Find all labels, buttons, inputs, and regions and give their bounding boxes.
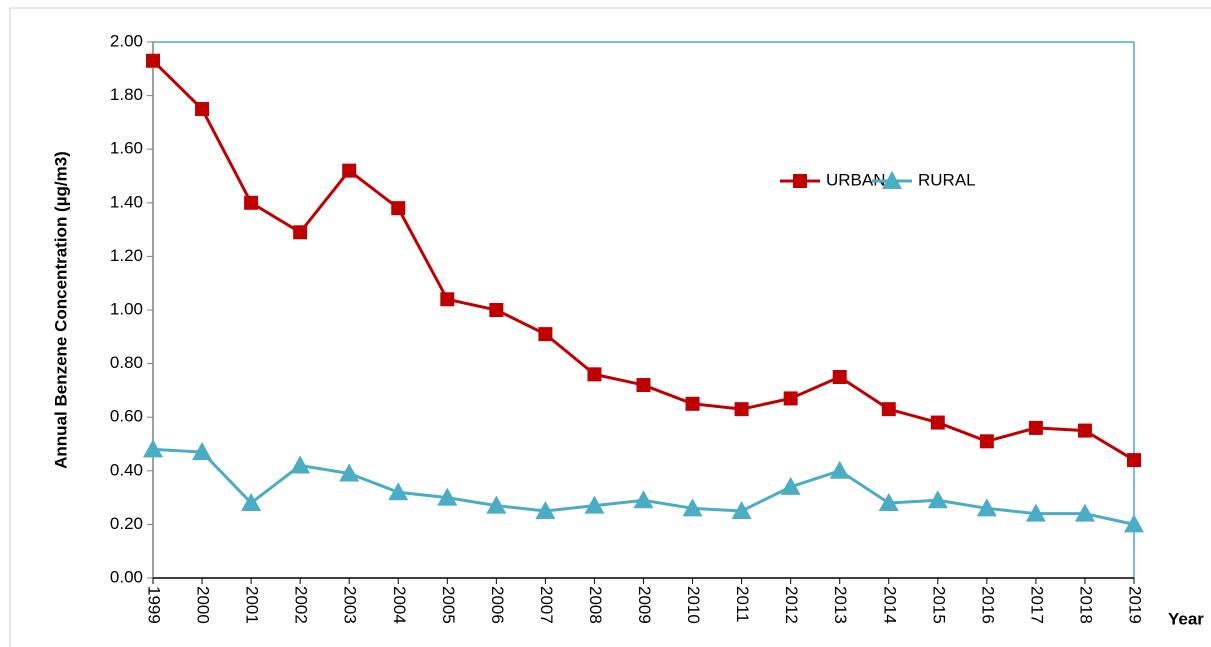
marker bbox=[489, 303, 504, 317]
marker bbox=[486, 495, 507, 514]
x-axis-label: Year bbox=[1168, 609, 1204, 628]
y-tick-label: 0.80 bbox=[110, 353, 143, 372]
x-tick-label: 2004 bbox=[390, 586, 409, 624]
x-tick-label: 2009 bbox=[635, 586, 654, 624]
marker bbox=[731, 501, 752, 519]
marker bbox=[1127, 453, 1141, 468]
marker bbox=[437, 487, 458, 506]
marker bbox=[829, 460, 850, 479]
marker bbox=[682, 498, 703, 517]
x-tick-label: 2017 bbox=[1027, 586, 1046, 624]
x-tick-label: 2001 bbox=[243, 586, 262, 624]
legend-marker bbox=[793, 174, 807, 188]
y-tick-label: 1.00 bbox=[110, 299, 143, 318]
marker bbox=[1025, 503, 1046, 522]
marker bbox=[636, 378, 651, 393]
marker bbox=[685, 396, 700, 411]
y-tick-label: 1.60 bbox=[110, 139, 143, 158]
marker bbox=[290, 455, 311, 474]
marker bbox=[339, 463, 360, 482]
marker bbox=[783, 391, 798, 406]
marker bbox=[195, 102, 210, 116]
marker bbox=[535, 501, 556, 519]
legend: URBAN RURAL bbox=[780, 170, 976, 189]
series-line bbox=[151, 59, 1135, 462]
marker bbox=[927, 490, 948, 509]
x-tick-label: 2015 bbox=[929, 586, 948, 624]
y-tick-label: 0.00 bbox=[110, 567, 143, 586]
marker bbox=[878, 492, 899, 511]
marker bbox=[930, 415, 945, 430]
legend-label: RURAL bbox=[918, 170, 976, 189]
x-tick-label: 1999 bbox=[145, 586, 164, 624]
y-tick-label: 1.20 bbox=[110, 246, 143, 265]
marker bbox=[1077, 423, 1092, 438]
marker bbox=[780, 476, 801, 495]
marker bbox=[342, 163, 357, 178]
x-tick-label: 2002 bbox=[292, 586, 311, 624]
marker bbox=[584, 495, 605, 514]
y-tick-label: 2.00 bbox=[110, 31, 143, 50]
chart-frame bbox=[9, 7, 1211, 647]
marker bbox=[244, 195, 259, 210]
marker bbox=[587, 367, 602, 382]
x-tick-label: 2018 bbox=[1076, 586, 1095, 624]
marker bbox=[391, 201, 406, 216]
marker bbox=[976, 498, 997, 517]
marker bbox=[633, 490, 654, 509]
x-tick-label: 2016 bbox=[978, 586, 997, 624]
marker bbox=[538, 327, 553, 342]
x-tick-label: 2000 bbox=[194, 586, 213, 624]
x-tick-label: 2008 bbox=[586, 586, 605, 624]
marker bbox=[832, 370, 847, 384]
marker bbox=[1074, 503, 1095, 522]
x-tick-label: 2005 bbox=[439, 586, 458, 624]
x-tick-label: 2003 bbox=[341, 586, 360, 624]
marker bbox=[881, 402, 896, 417]
y-tick-label: 1.80 bbox=[110, 85, 143, 104]
y-axis-label: Annual Benzene Concentration (µg/m3) bbox=[51, 151, 70, 469]
marker bbox=[293, 225, 308, 240]
marker bbox=[1124, 514, 1144, 533]
marker bbox=[241, 492, 262, 511]
x-tick-label: 2019 bbox=[1126, 586, 1145, 624]
marker bbox=[440, 292, 455, 307]
marker bbox=[143, 439, 163, 458]
x-tick-label: 2007 bbox=[537, 586, 556, 624]
marker bbox=[146, 53, 160, 68]
x-tick-label: 2012 bbox=[782, 586, 801, 624]
x-tick-label: 2011 bbox=[733, 586, 752, 623]
marker bbox=[979, 434, 994, 449]
legend-marker bbox=[882, 171, 902, 189]
x-tick-label: 2010 bbox=[684, 586, 703, 624]
marker bbox=[734, 402, 749, 417]
y-tick-label: 0.20 bbox=[110, 514, 143, 533]
y-tick-label: 1.40 bbox=[110, 192, 143, 211]
x-tick-label: 2006 bbox=[488, 586, 507, 624]
x-tick-label: 2014 bbox=[880, 586, 899, 624]
marker bbox=[192, 442, 213, 461]
x-tick-label: 2013 bbox=[831, 586, 850, 624]
y-tick-label: 0.60 bbox=[110, 407, 143, 426]
marker bbox=[1028, 420, 1043, 435]
marker bbox=[388, 482, 409, 501]
legend-label: URBAN bbox=[826, 170, 886, 189]
y-tick-label: 0.40 bbox=[110, 460, 143, 479]
